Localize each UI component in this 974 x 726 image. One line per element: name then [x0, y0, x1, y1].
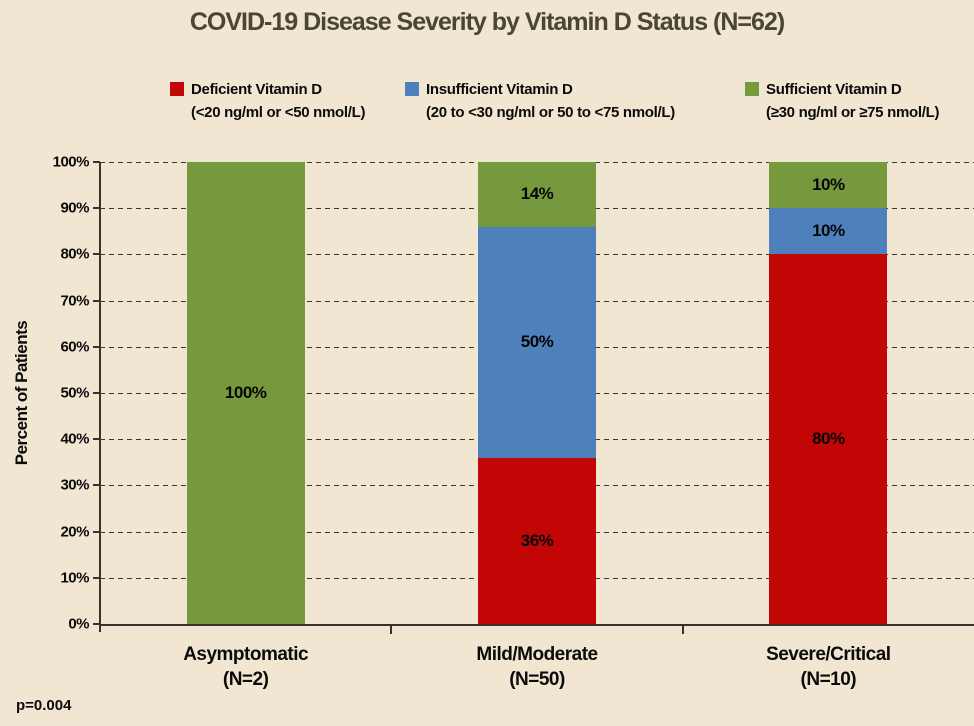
legend-item-range: (20 to <30 ng/ml or 50 to <75 nmol/L) [426, 104, 675, 122]
legend-item-range: (≥30 ng/ml or ≥75 nmol/L) [766, 104, 940, 122]
y-tick-label: 0% [68, 615, 89, 633]
category-label-group: Mild/Moderate (N=50) [417, 643, 657, 692]
y-tick-mark [93, 253, 100, 256]
legend-item-text: Sufficient Vitamin D (≥30 ng/ml or ≥75 nm… [766, 78, 939, 125]
chart-legend: Deficient Vitamin D (<20 ng/ml or <50 nmo… [0, 78, 974, 136]
y-tick-mark [93, 623, 100, 625]
bar-segment: 10% [769, 208, 888, 255]
category-label-group: Severe/Critical (N=10) [708, 643, 948, 692]
data-label: 100% [224, 383, 267, 402]
x-tick-mark [390, 626, 393, 634]
y-tick-mark [93, 161, 100, 163]
x-tick-mark [681, 626, 684, 634]
bar-segment: 36% [478, 457, 596, 624]
stacked-bar-severe-critical: 80% 10% 10% [769, 162, 888, 624]
data-label: 14% [520, 184, 554, 204]
y-tick-label: 90% [60, 199, 89, 217]
stacked-bar-mild-moderate: 36% 50% 14% [478, 162, 596, 624]
legend-item: Insufficient Vitamin D (20 to <30 ng/ml o… [405, 78, 675, 125]
bar-segment: 80% [769, 254, 888, 624]
p-value-annotation: p=0.004 [16, 697, 72, 714]
legend-swatch-icon [405, 82, 419, 96]
legend-item-text: Insufficient Vitamin D (20 to <30 ng/ml o… [426, 78, 675, 125]
bar-segment: 100% [186, 162, 305, 624]
y-tick-label: 70% [60, 292, 89, 310]
data-label: 10% [812, 175, 845, 195]
y-tick-mark [93, 207, 100, 210]
category-label: Asymptomatic [183, 644, 309, 665]
plot-area: 0% 10% 20% 30% 40% 50% 60% 70% 80% 90% 100% 100% 36%… [53, 154, 974, 634]
y-tick-label: 40% [60, 430, 89, 448]
legend-item-text: Deficient Vitamin D (<20 ng/ml or <50 nmo… [191, 78, 366, 125]
data-label: 50% [520, 332, 554, 352]
y-tick-label: 100% [52, 153, 90, 171]
y-tick-mark [93, 299, 100, 302]
y-tick-mark [93, 484, 100, 487]
stacked-bar-asymptomatic: 100% [186, 162, 305, 624]
chart-title: COVID-19 Disease Severity by Vitamin D S… [189, 8, 785, 36]
y-tick-label: 60% [60, 338, 89, 356]
legend-item-range: (<20 ng/ml or <50 nmol/L) [191, 104, 366, 122]
category-label: Mild/Moderate [476, 644, 598, 665]
y-tick-mark [93, 392, 100, 394]
legend-item: Deficient Vitamin D (<20 ng/ml or <50 nmo… [170, 78, 366, 125]
legend-item-label: Deficient Vitamin D [191, 81, 322, 98]
y-tick-label: 10% [60, 569, 89, 587]
category-n-label: (N=10) [800, 668, 857, 690]
y-tick-mark [93, 438, 100, 441]
y-tick-label: 80% [60, 245, 89, 263]
bar-segment: 14% [478, 162, 596, 227]
bar-segment: 50% [478, 226, 596, 458]
legend-item: Sufficient Vitamin D (≥30 ng/ml or ≥75 nm… [745, 78, 939, 125]
legend-item-label: Sufficient Vitamin D [766, 81, 902, 98]
bar-segment: 10% [769, 162, 888, 209]
x-axis-line [99, 624, 974, 626]
y-tick-label: 30% [60, 476, 89, 494]
y-axis-title: Percent of Patients [12, 320, 31, 466]
legend-swatch-icon [745, 82, 759, 96]
category-n-label: (N=50) [509, 668, 565, 690]
y-tick-mark [93, 576, 100, 579]
category-label-group: Asymptomatic (N=2) [126, 643, 366, 692]
y-tick-mark [93, 345, 100, 348]
y-axis-line [99, 162, 101, 632]
y-tick-label: 50% [60, 384, 89, 402]
y-tick-mark [93, 530, 100, 533]
legend-swatch-icon [170, 82, 184, 96]
data-label: 80% [812, 429, 845, 449]
legend-item-label: Insufficient Vitamin D [426, 81, 573, 98]
y-tick-label: 20% [60, 523, 89, 541]
category-n-label: (N=2) [222, 668, 269, 690]
category-label: Severe/Critical [766, 644, 891, 665]
data-label: 10% [812, 221, 845, 241]
data-label: 36% [520, 530, 554, 550]
